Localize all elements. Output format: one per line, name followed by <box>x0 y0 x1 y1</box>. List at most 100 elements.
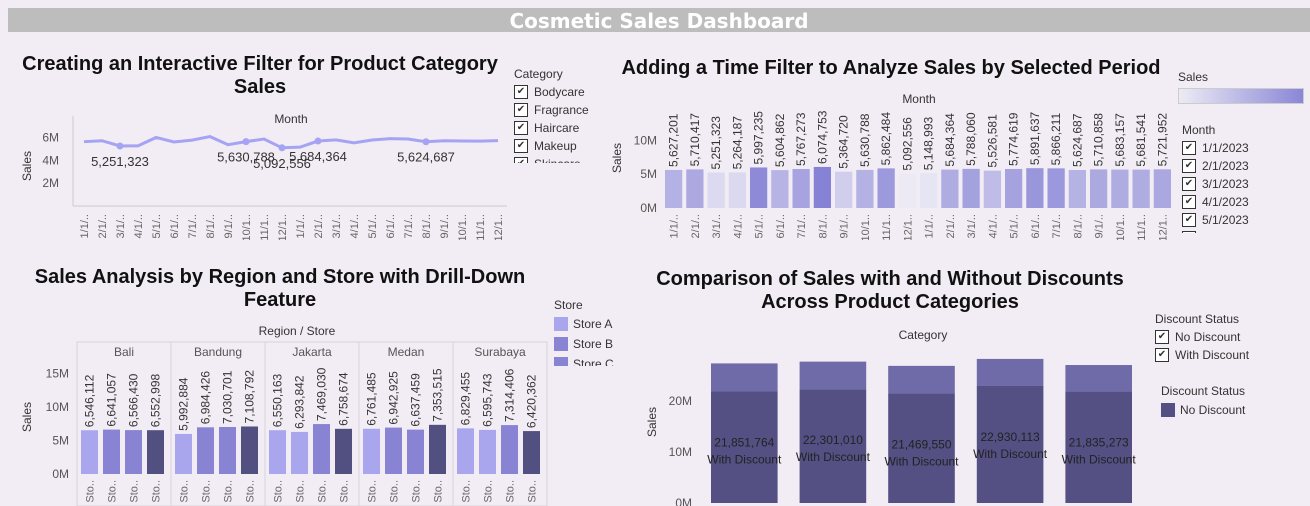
month-option[interactable]: ✔ 3/1/2023 <box>1182 175 1292 193</box>
checkbox-icon[interactable]: ✔ <box>514 85 528 99</box>
store-bar[interactable] <box>103 429 120 474</box>
store-bar[interactable] <box>523 431 540 474</box>
store-bar[interactable] <box>147 430 164 474</box>
discount-status-option[interactable]: ✔ With Discount <box>1155 346 1305 364</box>
region-header[interactable]: Surabaya <box>474 345 526 359</box>
line-point[interactable] <box>422 138 430 146</box>
region-header[interactable]: Bandung <box>194 345 242 359</box>
region-header[interactable]: Bali <box>114 345 134 359</box>
store-bar[interactable] <box>429 424 446 474</box>
checkbox-icon[interactable]: ✔ <box>514 103 528 117</box>
store-bar[interactable] <box>363 428 380 474</box>
store-bar[interactable] <box>219 426 236 474</box>
sales-bar[interactable] <box>728 172 746 208</box>
sales-bar[interactable] <box>1132 169 1150 208</box>
store-bar[interactable] <box>269 430 286 474</box>
sales-bar[interactable] <box>898 173 916 208</box>
sales-bar[interactable] <box>1005 168 1023 208</box>
sales-bar[interactable] <box>665 169 683 208</box>
sales-line <box>83 135 499 150</box>
sales-bar[interactable] <box>750 167 768 208</box>
store-bar[interactable] <box>197 427 214 474</box>
sales-bar[interactable] <box>941 169 959 208</box>
x-tick-label: 10/1.. <box>860 214 872 240</box>
line-point[interactable] <box>314 137 322 145</box>
region-header[interactable]: Jakarta <box>292 345 332 359</box>
bar-label: 6,552,998 <box>149 373 163 427</box>
checkbox-icon[interactable]: ✔ <box>1182 213 1196 227</box>
with-discount-bar[interactable] <box>1065 365 1132 392</box>
no-discount-bar[interactable] <box>976 385 1044 503</box>
with-discount-bar[interactable] <box>711 363 778 392</box>
store-bar[interactable] <box>81 430 98 474</box>
category-option[interactable]: ✔ Makeup <box>514 137 610 155</box>
discount-status-option-label: With Discount <box>1175 348 1250 362</box>
store-bar[interactable] <box>313 424 330 474</box>
sales-bar[interactable] <box>856 169 874 208</box>
checkbox-icon[interactable]: ✔ <box>514 139 528 153</box>
sales-bar[interactable] <box>1111 169 1129 208</box>
sales-bar[interactable] <box>877 168 895 208</box>
with-discount-bar[interactable] <box>976 358 1044 386</box>
category-option[interactable]: ✔ Fragrance <box>514 101 610 119</box>
with-discount-bar[interactable] <box>888 365 955 394</box>
category-option[interactable]: ✔ Bodycare <box>514 83 610 101</box>
month-option[interactable]: ✔ 6/1/2023 <box>1182 229 1292 233</box>
checkbox-icon[interactable]: ✔ <box>514 121 528 135</box>
sales-bar[interactable] <box>707 172 725 208</box>
category-option[interactable]: ✔ Skincare <box>514 155 610 163</box>
checkbox-icon[interactable]: ✔ <box>1182 159 1196 173</box>
y-tick-label: 20M <box>669 394 692 408</box>
no-discount-bar[interactable] <box>1065 391 1132 503</box>
sales-bar[interactable] <box>792 169 810 208</box>
store-bar[interactable] <box>501 425 518 474</box>
x-tick-label: 2/1/.. <box>690 214 702 238</box>
month-option[interactable]: ✔ 4/1/2023 <box>1182 193 1292 211</box>
sales-bar[interactable] <box>835 171 853 208</box>
checkbox-icon[interactable]: ✔ <box>1155 348 1169 362</box>
bar-label: 6,758,674 <box>337 372 351 426</box>
sales-bar[interactable] <box>1153 169 1171 208</box>
sales-bar[interactable] <box>771 170 789 208</box>
store-bar[interactable] <box>291 431 308 474</box>
line-point[interactable] <box>116 142 124 150</box>
no-discount-bar[interactable] <box>711 391 778 503</box>
sales-bar[interactable] <box>1068 169 1086 208</box>
sales-bar[interactable] <box>813 166 831 208</box>
region-header[interactable]: Medan <box>388 345 425 359</box>
checkbox-icon[interactable]: ✔ <box>1182 195 1196 209</box>
month-option[interactable]: ✔ 5/1/2023 <box>1182 211 1292 229</box>
sales-bar[interactable] <box>962 168 980 208</box>
sales-bar[interactable] <box>983 170 1001 208</box>
month-option[interactable]: ✔ 1/1/2023 <box>1182 139 1292 157</box>
discount-status-option[interactable]: ✔ No Discount <box>1155 328 1305 346</box>
checkbox-icon[interactable]: ✔ <box>1182 231 1196 233</box>
month-option[interactable]: ✔ 2/1/2023 <box>1182 157 1292 175</box>
checkbox-icon[interactable]: ✔ <box>1155 330 1169 344</box>
no-discount-bar[interactable] <box>799 389 867 503</box>
sales-bar[interactable] <box>1026 168 1044 208</box>
with-discount-bar[interactable] <box>799 361 867 390</box>
line-point[interactable] <box>242 138 250 146</box>
store-bar[interactable] <box>335 428 352 474</box>
sales-bar[interactable] <box>1047 168 1065 208</box>
store-bar[interactable] <box>407 429 424 474</box>
store-bar[interactable] <box>241 426 258 474</box>
store-bar[interactable] <box>125 430 142 474</box>
sales-bar[interactable] <box>1090 169 1108 208</box>
checkbox-icon[interactable]: ✔ <box>514 157 528 163</box>
sales-bar[interactable] <box>686 169 704 208</box>
store-bar[interactable] <box>457 428 474 474</box>
sales-bar[interactable] <box>920 173 938 208</box>
store-bar[interactable] <box>385 427 402 474</box>
checkbox-icon[interactable]: ✔ <box>1182 177 1196 191</box>
no-discount-bar[interactable] <box>888 393 955 503</box>
discount-filter-title: Discount Status <box>1155 312 1240 326</box>
category-option[interactable]: ✔ Haircare <box>514 119 610 137</box>
store-bar[interactable] <box>479 429 496 474</box>
checkbox-icon[interactable]: ✔ <box>1182 141 1196 155</box>
store-bar[interactable] <box>175 433 192 474</box>
bar-label: 7,030,701 <box>221 370 235 424</box>
legend-swatch <box>554 317 568 331</box>
line-point[interactable] <box>278 144 286 152</box>
